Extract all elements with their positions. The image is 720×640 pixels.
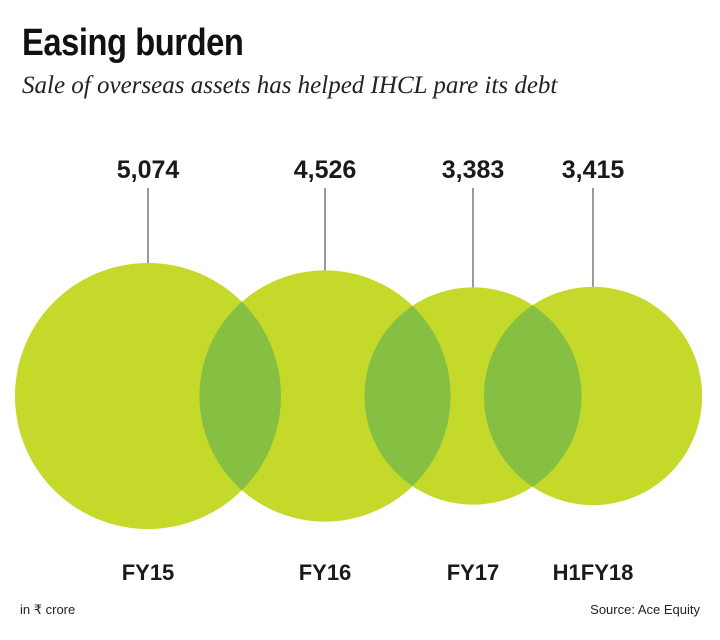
category-label: FY16 [299,560,352,585]
overlap-region [364,305,451,487]
bubble-fy15 [15,263,281,529]
category-label: FY17 [447,560,500,585]
category-label: FY15 [122,560,175,585]
source-note: Source: Ace Equity [590,602,700,617]
value-label: 5,074 [117,156,180,184]
chart-title: Easing burden [22,22,244,64]
value-label: 4,526 [294,156,357,184]
overlap-region [199,301,281,491]
chart-subtitle: Sale of overseas assets has helped IHCL … [22,72,558,99]
unit-note: in ₹ crore [20,602,76,617]
value-label: 3,415 [562,156,625,184]
category-label: H1FY18 [553,560,634,585]
value-label: 3,383 [442,156,505,184]
overlap-region [483,305,582,487]
